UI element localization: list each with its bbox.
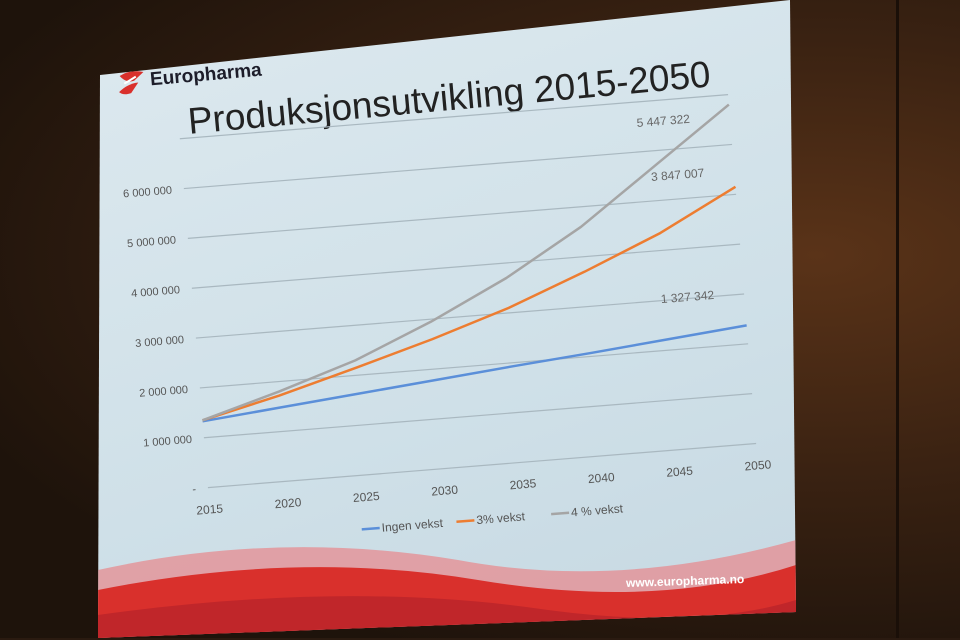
y-tick-label: 3 000 000: [135, 334, 185, 350]
gridline: [192, 244, 740, 288]
value-annotation: 1 327 342: [660, 288, 715, 306]
legend-swatch: [551, 513, 569, 514]
legend-label: 4 % vekst: [571, 501, 625, 519]
x-tick-label: 2020: [274, 495, 302, 511]
value-annotation: 3 847 007: [650, 166, 705, 184]
x-tick-label: 2035: [509, 476, 537, 492]
x-tick-label: 2025: [352, 489, 380, 505]
y-tick-label: 6 000 000: [123, 185, 173, 201]
gridline: [184, 144, 732, 188]
y-tick-label: 1 000 000: [143, 434, 193, 450]
x-tick-label: 2030: [431, 483, 459, 499]
projected-slide: Europharma Produksjonsutvikling 2015-205…: [98, 0, 796, 638]
series-line-2: [181, 105, 751, 421]
gridline: [204, 394, 752, 438]
y-tick-label: 2 000 000: [139, 384, 189, 400]
value-annotation: 5 447 322: [636, 112, 691, 130]
x-tick-label: 2050: [744, 457, 772, 473]
x-tick-label: 2040: [587, 470, 615, 486]
gridline: [188, 194, 736, 238]
x-tick-label: 2045: [666, 464, 694, 480]
x-tick-label: 2015: [196, 501, 224, 517]
line-chart: - 1 000 000 2 000 000 3 000 000 4 000 000 5 0…: [87, 52, 802, 565]
y-tick-label: 5 000 000: [127, 234, 177, 250]
y-tick-label: -: [192, 484, 197, 496]
series-line-0: [198, 325, 750, 421]
y-tick-label: 4 000 000: [131, 284, 181, 300]
gridline: [200, 344, 748, 388]
stage-pole: [896, 0, 899, 638]
